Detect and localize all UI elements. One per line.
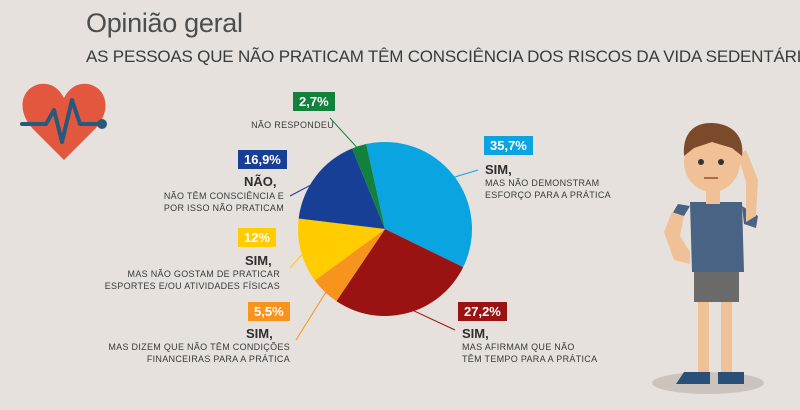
slice-3-percent-badge: 12% xyxy=(238,228,277,247)
pie-slices xyxy=(297,142,472,317)
leader-line-2 xyxy=(295,287,330,341)
leader-lines xyxy=(289,117,479,341)
slice-0-description: MAS NÃO DEMONSTRAM ESFORÇO PARA A PRÁTIC… xyxy=(485,178,611,200)
pie-slice-5 xyxy=(352,144,385,229)
slice-3-title: SIM, xyxy=(245,253,272,268)
slice-1-title: SIM, xyxy=(462,326,489,341)
slice-2-title: SIM, xyxy=(246,326,273,341)
pie-slice-3 xyxy=(297,218,385,281)
slice-4-percent-badge: 16,9% xyxy=(238,150,287,169)
pie-slice-2 xyxy=(314,229,385,302)
leader-line-1 xyxy=(405,306,456,331)
leader-line-5 xyxy=(329,117,362,153)
pie-slice-0 xyxy=(366,142,472,268)
pie-slice-4 xyxy=(298,148,385,229)
slice-0-title: SIM, xyxy=(485,162,512,177)
slice-5-percent-badge: 2,7% xyxy=(293,92,335,111)
slice-1-percent-badge: 27,2% xyxy=(458,302,507,321)
slice-4-title: NÃO, xyxy=(244,174,277,189)
slice-0-percent-badge: 35,7% xyxy=(484,136,533,155)
slice-1-description: MAS AFIRMAM QUE NÃO TÊM TEMPO PARA A PRÁ… xyxy=(462,342,598,364)
page-title: Opinião geral xyxy=(86,8,243,38)
slice-4-description: NÃO TÊM CONSCIÊNCIA E POR ISSO NÃO PRATI… xyxy=(163,191,284,213)
heart-pulse-icon xyxy=(20,83,107,160)
page-subtitle: AS PESSOAS QUE NÃO PRATICAM TÊM CONSCIÊN… xyxy=(86,47,800,66)
slice-5-description: NÃO RESPONDEU xyxy=(251,120,334,130)
slice-2-description: MAS DIZEM QUE NÃO TÊM CONDIÇÕES FINANCEI… xyxy=(108,342,290,364)
slice-2-percent-badge: 5,5% xyxy=(248,302,290,321)
thinking-man-illustration xyxy=(652,123,764,394)
slice-3-description: MAS NÃO GOSTAM DE PRATICAR ESPORTES E/OU… xyxy=(104,269,280,291)
pie-slice-1 xyxy=(336,229,464,317)
